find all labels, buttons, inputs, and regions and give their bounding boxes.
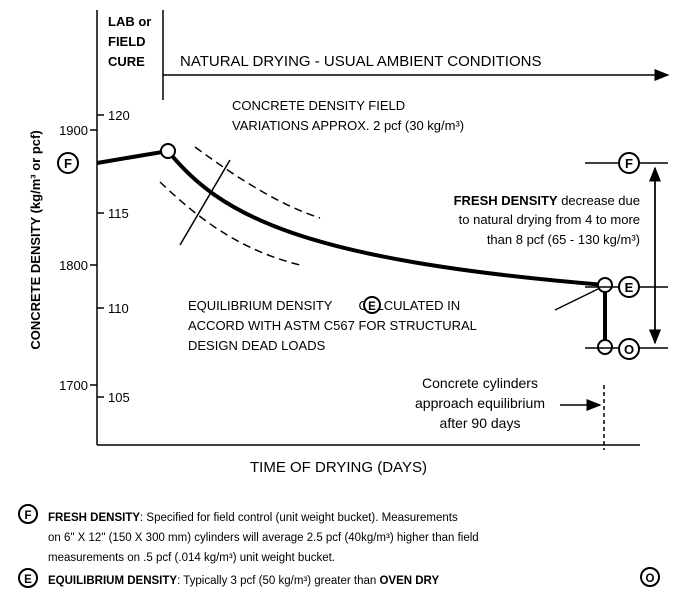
marker-f [618,152,640,174]
marker-label: O [624,342,634,357]
kg-tick: 1800 [59,258,88,273]
marker-label: F [625,156,633,171]
pointer [554,288,599,311]
pcf-tick: 115 [108,206,129,221]
point [160,143,176,159]
text: : Typically 3 pcf (50 kg/m³) greater tha… [177,575,379,587]
y-axis-label: CONCRETE DENSITY (kg/m³ or pcf) [28,130,43,349]
lab-cure: LAB or [108,14,151,29]
annotation: Concrete cylinders [422,375,538,391]
bold: OVEN DRY [379,575,439,587]
pcf-tick: 110 [108,301,129,316]
marker-f [18,504,38,524]
annotation: CONCRETE DENSITY FIELD [232,98,405,113]
marker-e [618,276,640,298]
legend-text: on 6" X 12" (150 X 300 mm) cylinders wil… [48,532,479,544]
pcf-tick: 105 [108,390,130,405]
text: EQUILIBRIUM DENSITY [188,298,333,313]
text: : Specified for field control (unit weig… [140,512,458,524]
kg-tick: 1700 [59,378,88,393]
bold: FRESH DENSITY [48,512,140,524]
ticks [90,114,104,398]
marker-o [618,338,640,360]
marker-label: F [64,156,72,171]
bold: EQUILIBRIUM DENSITY [48,575,177,587]
point [597,277,613,293]
text: decrease due [558,193,640,208]
marker-label: E [368,301,376,313]
marker-e [363,296,381,314]
variation-band [194,146,321,219]
marker-label: O [646,573,655,585]
legend-text: EQUILIBRIUM DENSITY: Typically 3 pcf (50… [48,575,439,587]
pcf-tick: 120 [108,108,130,123]
annotation: ACCORD WITH ASTM C567 FOR STRUCTURAL [188,318,477,333]
variation-band [159,181,301,266]
marker-e [18,568,38,588]
text: CALCULATED IN [358,298,460,313]
annotation: to natural drying from 4 to more [459,212,640,227]
legend-text: FRESH DENSITY: Specified for field contr… [48,512,458,524]
lab-cure: CURE [108,54,145,69]
annotation: after 90 days [440,415,521,431]
variation-pointer [179,159,231,246]
drying-label: NATURAL DRYING - USUAL AMBIENT CONDITION… [180,53,541,70]
marker-label: E [24,574,32,586]
marker-label: E [625,280,634,295]
annotation: EQUILIBRIUM DENSITY CALCULATED IN [188,298,460,313]
annotation: DESIGN DEAD LOADS [188,338,326,353]
point [597,339,613,355]
annotation: VARIATIONS APPROX. 2 pcf (30 kg/m³) [232,118,464,133]
marker-f [57,152,79,174]
marker-label: F [24,510,31,522]
annotation: than 8 pcf (65 - 130 kg/m³) [487,232,640,247]
density-curve [96,148,606,287]
x-axis-label: TIME OF DRYING (DAYS) [250,459,427,476]
bold: FRESH DENSITY [454,193,558,208]
annotation: approach equilibrium [415,395,545,411]
marker-o [640,567,660,587]
annotation: FRESH DENSITY decrease due [454,193,640,208]
kg-tick: 1900 [59,123,88,138]
lab-cure: FIELD [108,34,146,49]
legend-text: measurements on .5 pcf (.014 kg/m³) unit… [48,552,335,564]
